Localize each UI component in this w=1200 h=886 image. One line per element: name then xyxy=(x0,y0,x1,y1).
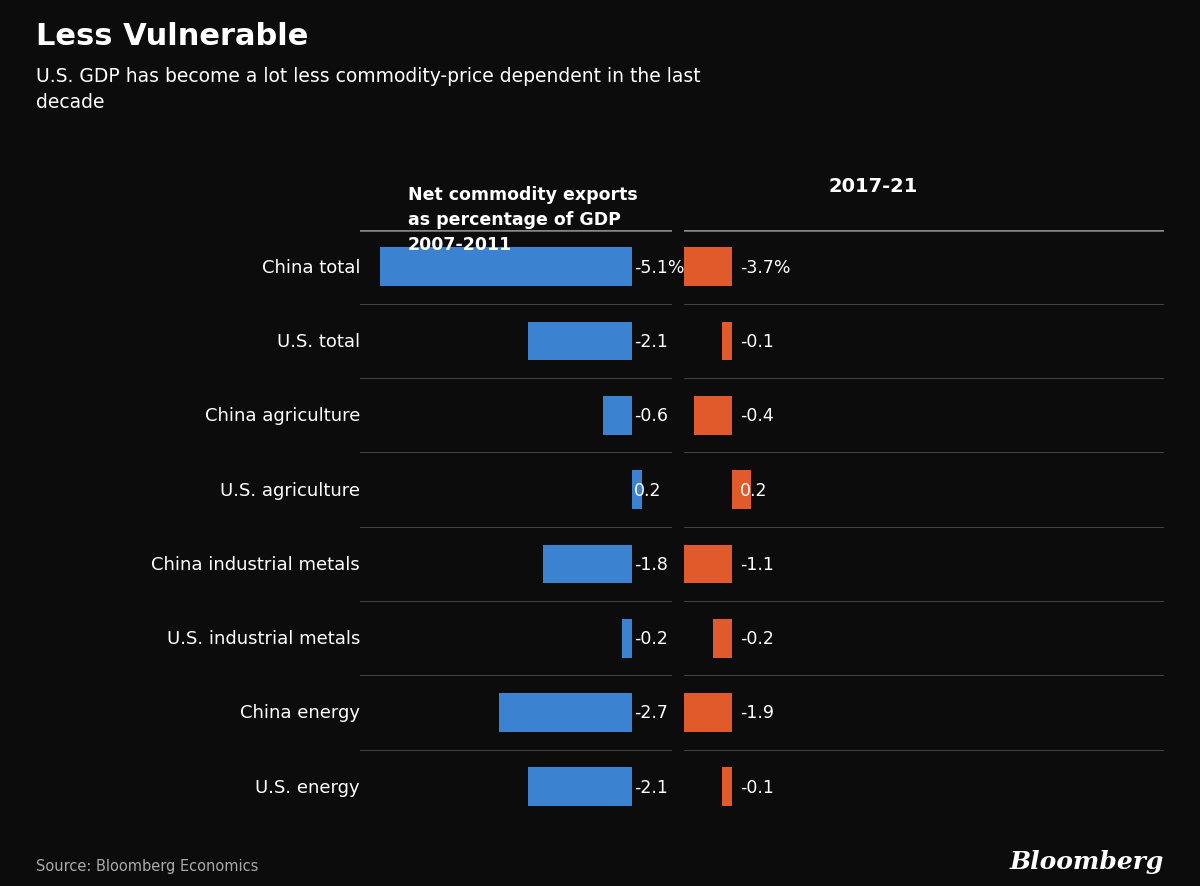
Text: China industrial metals: China industrial metals xyxy=(151,556,360,573)
Text: -0.2: -0.2 xyxy=(635,629,668,648)
Text: -1.1: -1.1 xyxy=(739,556,774,573)
Bar xyxy=(602,397,632,435)
Text: U.S. energy: U.S. energy xyxy=(256,778,360,796)
Text: Bloomberg: Bloomberg xyxy=(1009,849,1164,873)
Text: -5.1%: -5.1% xyxy=(635,259,685,276)
Text: -0.1: -0.1 xyxy=(739,332,774,351)
Text: Source: Bloomberg Economics: Source: Bloomberg Economics xyxy=(36,858,258,873)
Bar xyxy=(626,545,732,584)
Bar xyxy=(380,248,632,287)
Bar xyxy=(732,470,751,509)
Bar xyxy=(722,323,732,361)
Bar xyxy=(694,397,732,435)
Text: 0.2: 0.2 xyxy=(739,481,767,499)
Bar xyxy=(499,694,632,732)
Text: 0.2: 0.2 xyxy=(635,481,662,499)
Text: -0.4: -0.4 xyxy=(739,407,774,425)
Text: -2.1: -2.1 xyxy=(635,778,668,796)
Bar xyxy=(722,767,732,806)
Text: -3.7%: -3.7% xyxy=(739,259,790,276)
Text: -0.6: -0.6 xyxy=(635,407,668,425)
Text: -0.2: -0.2 xyxy=(739,629,774,648)
Text: -2.7: -2.7 xyxy=(635,703,668,722)
Text: Less Vulnerable: Less Vulnerable xyxy=(36,22,308,51)
Text: 2017-21: 2017-21 xyxy=(828,177,917,196)
Text: -1.8: -1.8 xyxy=(635,556,668,573)
Bar xyxy=(550,694,732,732)
Text: China total: China total xyxy=(262,259,360,276)
Bar xyxy=(632,470,642,509)
Text: -0.1: -0.1 xyxy=(739,778,774,796)
Bar xyxy=(377,248,732,287)
Bar xyxy=(713,619,732,657)
Text: -1.9: -1.9 xyxy=(739,703,774,722)
Text: U.S. industrial metals: U.S. industrial metals xyxy=(167,629,360,648)
Bar xyxy=(544,545,632,584)
Bar xyxy=(528,323,632,361)
Bar xyxy=(528,767,632,806)
Text: U.S. agriculture: U.S. agriculture xyxy=(220,481,360,499)
Bar xyxy=(623,619,632,657)
Text: China energy: China energy xyxy=(240,703,360,722)
Text: Net commodity exports
as percentage of GDP
2007-2011: Net commodity exports as percentage of G… xyxy=(408,186,637,254)
Text: U.S. total: U.S. total xyxy=(277,332,360,351)
Text: U.S. GDP has become a lot less commodity-price dependent in the last
decade: U.S. GDP has become a lot less commodity… xyxy=(36,66,701,112)
Text: China agriculture: China agriculture xyxy=(205,407,360,425)
Text: -2.1: -2.1 xyxy=(635,332,668,351)
